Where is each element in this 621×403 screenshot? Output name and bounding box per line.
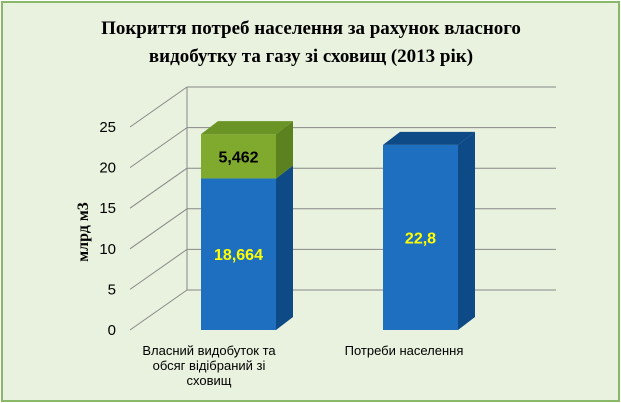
chart-title-line-2: видобутку та газу зі сховищ (2013 рік) <box>149 46 473 67</box>
bar-side <box>276 121 293 179</box>
x-category-label: Власний видобуток та <box>142 343 276 358</box>
y-tick-label: 15 <box>99 200 116 217</box>
grid-line-diagonal <box>129 208 188 250</box>
y-tick-label: 5 <box>108 281 116 298</box>
y-tick-labels: 0 5 10 15 20 25 <box>99 119 116 339</box>
bar-top <box>201 121 293 135</box>
grid-line-diagonal <box>129 167 188 209</box>
y-tick-label: 20 <box>99 160 116 177</box>
grid-line-diagonal <box>129 127 188 169</box>
x-category-label: обсяг відібраний зі <box>153 358 266 373</box>
y-tick-label: 10 <box>99 241 116 258</box>
bars: 18,664 5,462 22,8 <box>201 121 475 330</box>
grid-line-diagonal <box>129 86 188 128</box>
bar-segment <box>201 134 276 179</box>
bar-side <box>458 131 475 330</box>
x-category-label: Потреби населення <box>345 343 464 358</box>
y-tick-label: 25 <box>99 119 116 136</box>
bar-top <box>383 131 475 145</box>
bar-side <box>276 165 293 330</box>
bar-segment <box>383 144 458 330</box>
grid-line-diagonal <box>129 289 188 331</box>
chart-title-line-1: Покриття потреб населення за рахунок вла… <box>101 18 521 39</box>
grid-line-diagonal <box>129 248 188 290</box>
data-label: 18,664 <box>214 247 263 264</box>
y-tick-label: 0 <box>108 322 116 339</box>
x-category-label: сховищ <box>187 373 232 388</box>
bar-segment <box>201 178 276 330</box>
data-label: 22,8 <box>405 230 436 247</box>
data-label: 5,462 <box>218 149 258 166</box>
y-axis-label: млрд м3 <box>75 202 92 262</box>
